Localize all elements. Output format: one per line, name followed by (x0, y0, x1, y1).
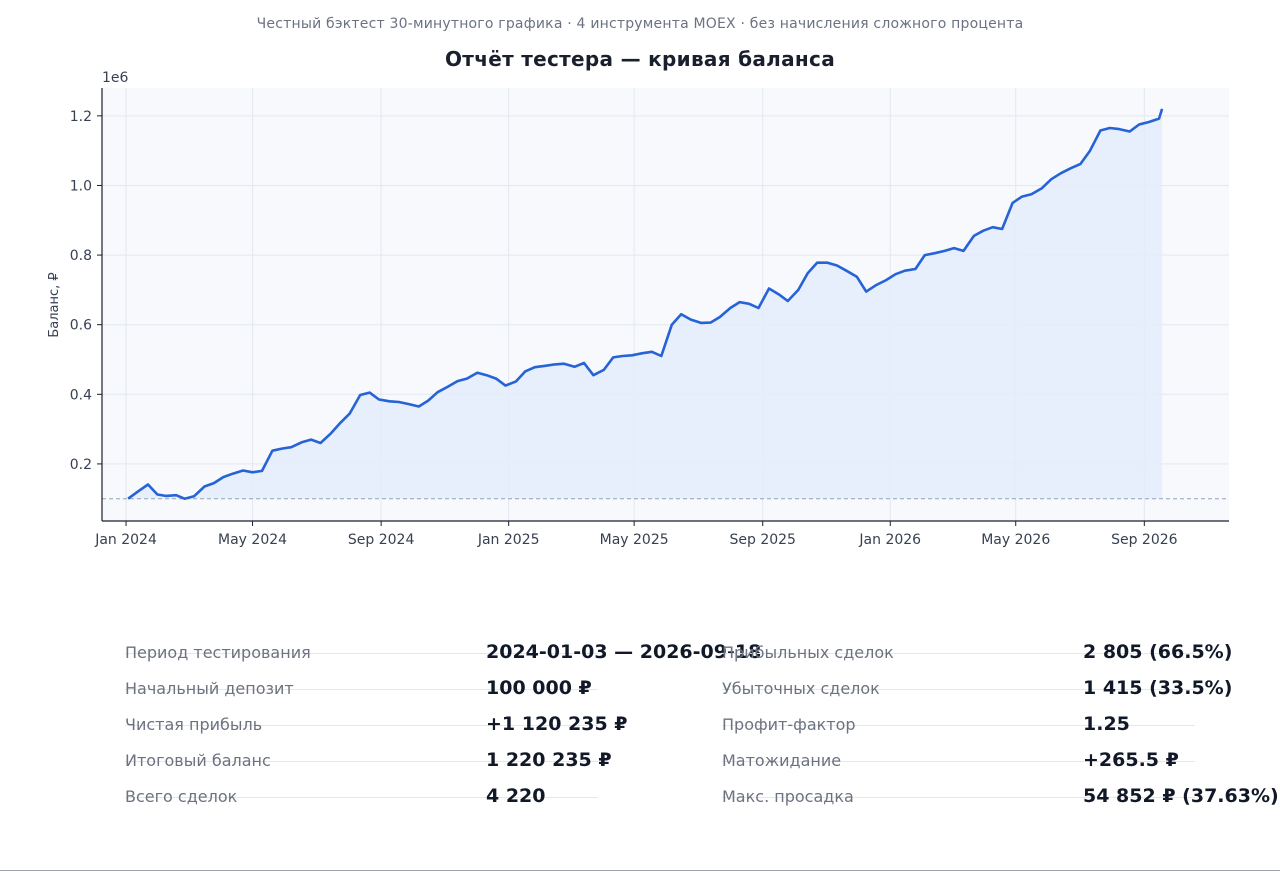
stat-value: 1 415 (33.5%) (1083, 677, 1233, 699)
balance-line (127, 108, 1164, 500)
stat-row-divider (125, 689, 598, 690)
stat-row-divider (722, 653, 1195, 654)
stat-value: 4 220 (486, 785, 546, 807)
stat-label: Макс. просадка (722, 787, 854, 806)
x-tick-label: Jan 2026 (858, 532, 921, 548)
stat-row-divider (722, 797, 1195, 798)
stat-value: 2 805 (66.5%) (1083, 641, 1233, 663)
x-ticks: Jan 2024 May 2024 Sep 2024 Jan 2025 May 2025… (94, 521, 1178, 548)
stat-label: Период тестирования (125, 643, 311, 662)
x-tick-label: May 2025 (600, 532, 669, 548)
y-offset-label: 1e6 (102, 70, 129, 86)
chart-subtitle: Честный бэктест 30-минутного графика · 4… (256, 16, 1024, 32)
stat-label: Начальный депозит (125, 679, 294, 698)
stat-label: Всего сделок (125, 787, 238, 806)
x-tick-label: Jan 2025 (477, 532, 540, 548)
x-tick-label: Sep 2026 (1111, 532, 1178, 548)
y-tick-label: 1.2 (70, 109, 92, 125)
x-tick-label: May 2026 (981, 532, 1050, 548)
stat-label: Убыточных сделок (722, 679, 880, 698)
stat-row-divider (125, 761, 598, 762)
stat-label: Прибыльных сделок (722, 643, 894, 662)
y-tick-label: 0.4 (70, 387, 92, 403)
stat-value: 100 000 ₽ (486, 677, 592, 699)
bottom-divider (0, 870, 1280, 871)
stat-row-divider (125, 653, 598, 654)
y-tick-label: 1.0 (70, 178, 92, 194)
y-tick-label: 0.8 (70, 248, 92, 264)
stat-value: +265.5 ₽ (1083, 749, 1179, 771)
stat-row-divider (722, 689, 1195, 690)
stat-row-divider (125, 797, 598, 798)
stat-row-divider (722, 761, 1195, 762)
stat-row-divider (722, 725, 1195, 726)
y-ticks: 0.2 0.4 0.6 0.8 1.0 1.2 (70, 109, 102, 473)
stat-value: 2024-01-03 — 2026-09-18 (486, 641, 762, 663)
stat-value: 54 852 ₽ (37.63%) (1083, 785, 1279, 807)
y-tick-label: 0.6 (70, 318, 92, 334)
x-tick-label: Jan 2024 (94, 532, 157, 548)
stat-value: 1 220 235 ₽ (486, 749, 612, 771)
stat-label: Матожидание (722, 751, 842, 770)
stat-label: Чистая прибыль (125, 715, 263, 734)
stat-value: +1 120 235 ₽ (486, 713, 628, 735)
chart-title: Отчёт тестера — кривая баланса (445, 47, 835, 71)
axes (101, 88, 1229, 522)
stat-row-divider (125, 725, 598, 726)
stat-label: Итоговый баланс (125, 751, 271, 770)
balance-chart: 0.2 0.4 0.6 0.8 1.0 1.2 Jan 2024 May 2024 Sep 2… (47, 70, 1229, 548)
stat-value: 1.25 (1083, 713, 1130, 735)
x-tick-label: Sep 2024 (348, 532, 415, 548)
stat-label: Профит-фактор (722, 715, 856, 734)
x-tick-label: May 2024 (218, 532, 287, 548)
y-tick-label: 0.2 (70, 457, 92, 473)
x-tick-label: Sep 2025 (729, 532, 795, 548)
y-axis-label: Баланс, ₽ (47, 272, 62, 337)
